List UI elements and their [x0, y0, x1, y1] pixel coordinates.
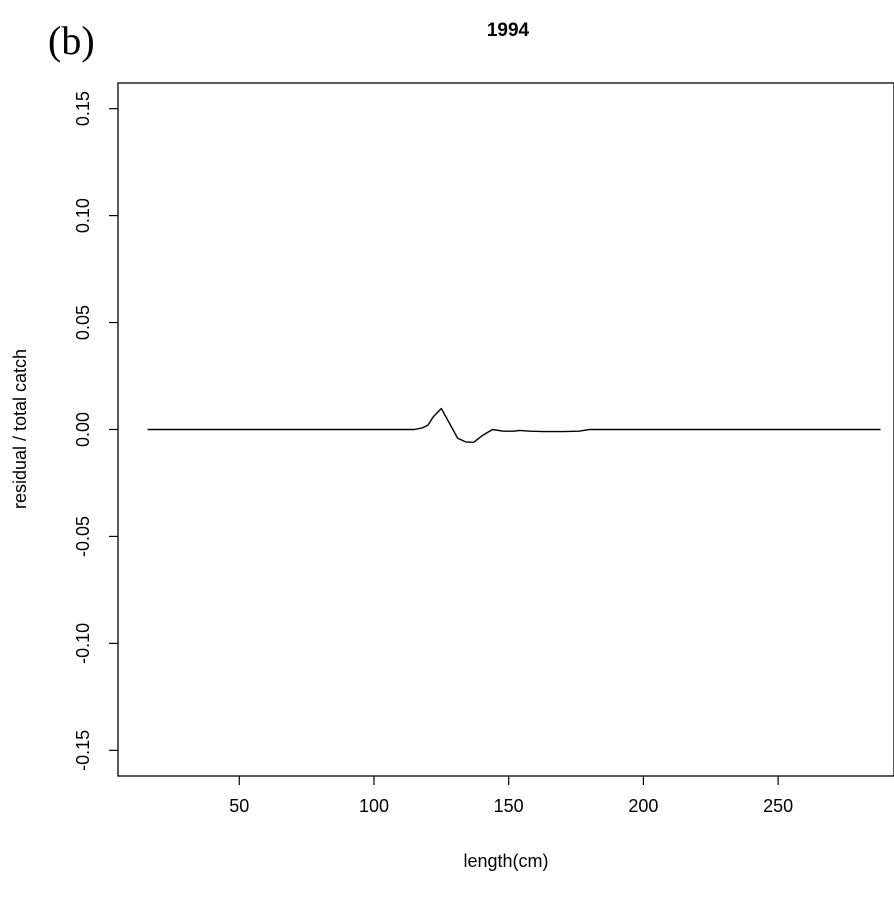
x-tick-label: 250 [763, 796, 793, 816]
x-axis: 50 100 150 200 250 [229, 776, 793, 816]
y-tick-label: 0.00 [73, 412, 93, 447]
x-axis-label: length(cm) [463, 851, 548, 871]
x-tick-label: 200 [628, 796, 658, 816]
y-tick-label: 0.15 [73, 91, 93, 126]
chart-title: 1994 [487, 20, 530, 41]
x-tick-label: 50 [229, 796, 249, 816]
y-axis-label: residual / total catch [10, 349, 30, 509]
y-tick-label: -0.10 [73, 623, 93, 664]
x-tick-label: 150 [494, 796, 524, 816]
y-tick-label: -0.05 [73, 516, 93, 557]
x-tick-label: 100 [359, 796, 389, 816]
y-tick-label: 0.10 [73, 198, 93, 233]
y-tick-label: 0.05 [73, 305, 93, 340]
panel-label: (b) [48, 18, 95, 63]
y-tick-label: -0.15 [73, 730, 93, 771]
series-line [147, 407, 881, 443]
y-axis: -0.15 -0.10 -0.05 0.00 0.05 0.10 0.15 [73, 91, 118, 771]
